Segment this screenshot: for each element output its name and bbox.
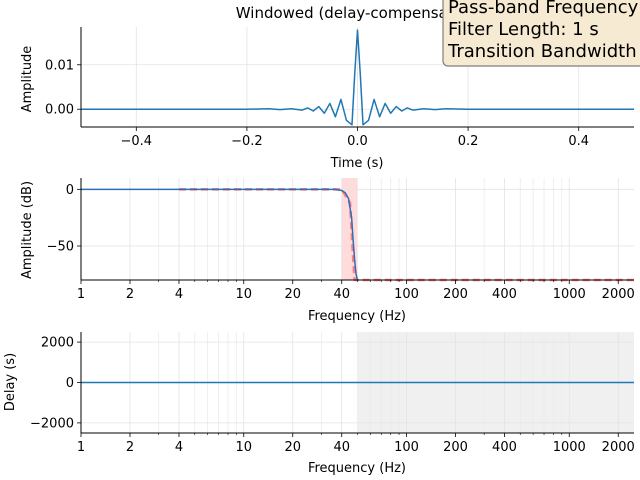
annotation-box: Pass-band Frequency Filter Length: 1 s T… (442, 0, 640, 67)
x-tick-label: 2 (126, 440, 134, 455)
series-line-actual (81, 188, 359, 281)
y-tick-label: 0.01 (45, 58, 74, 73)
x-tick-label: 0.2 (458, 134, 479, 149)
x-tick-label: 4 (175, 287, 183, 302)
x-tick-label: −0.2 (231, 134, 263, 149)
x-tick-label: 20 (284, 287, 301, 302)
annotation-line-2: Filter Length: 1 s (448, 19, 599, 40)
x-tick-label: 10 (235, 287, 252, 302)
x-tick-label: 4 (175, 440, 183, 455)
x-tick-label: 100 (394, 440, 419, 455)
delay-x-ticks: 1 2 4 10 20 40 100 200 400 1000 2000 (77, 433, 635, 455)
time-y-label: Amplitude (20, 46, 35, 113)
x-tick-label: 10 (235, 440, 252, 455)
x-tick-label: 2000 (602, 440, 635, 455)
y-tick-label: 2000 (41, 336, 74, 351)
time-series (81, 29, 634, 126)
time-y-ticks: 0.00 0.01 (45, 58, 81, 118)
time-x-ticks: −0.4 −0.2 0.0 0.2 0.4 (121, 127, 589, 149)
time-domain-panel: −0.4 −0.2 0.0 0.2 0.4 0.00 0.01 Windowed (del… (20, 4, 634, 171)
x-tick-label: 0.0 (347, 134, 368, 149)
x-tick-label: 20 (284, 440, 301, 455)
magnitude-y-label: Amplitude (dB) (20, 181, 35, 279)
time-title: Windowed (delay-compensated) (236, 4, 478, 22)
x-tick-label: 1000 (553, 440, 586, 455)
time-x-label: Time (s) (330, 156, 384, 171)
annotation-background (442, 0, 640, 67)
y-tick-label: 0.00 (45, 103, 74, 118)
x-tick-label: 200 (443, 440, 468, 455)
delay-x-label: Frequency (Hz) (308, 461, 406, 476)
x-tick-label: −0.4 (121, 134, 153, 149)
x-tick-label: 1000 (553, 287, 586, 302)
x-tick-label: 400 (492, 287, 517, 302)
x-tick-label: 100 (394, 287, 419, 302)
y-tick-label: 0 (66, 376, 74, 391)
x-tick-label: 0.4 (568, 134, 589, 149)
x-tick-label: 400 (492, 440, 517, 455)
series-line-impulse-response (81, 29, 634, 126)
annotation-line-1: Pass-band Frequency (448, 0, 639, 18)
x-tick-label: 1 (77, 287, 85, 302)
delay-y-label: Delay (s) (3, 353, 18, 411)
magnitude-x-ticks: 1 2 4 10 20 40 100 200 400 1000 2000 (77, 280, 635, 302)
x-tick-label: 2000 (602, 287, 635, 302)
x-tick-label: 40 (333, 440, 350, 455)
x-tick-label: 200 (443, 287, 468, 302)
x-tick-label: 1 (77, 440, 85, 455)
annotation-line-3: Transition Bandwidth (447, 41, 637, 62)
y-tick-label: −2000 (30, 416, 74, 431)
magnitude-x-label: Frequency (Hz) (308, 309, 406, 324)
y-tick-label: −50 (47, 240, 74, 255)
magnitude-panel: 1 2 4 10 20 40 100 200 400 1000 2000 0 −50 Frequenc… (20, 178, 635, 324)
x-tick-label: 2 (126, 287, 134, 302)
y-tick-label: 0 (66, 183, 74, 198)
magnitude-y-ticks: 0 −50 (47, 183, 81, 255)
delay-panel: 1 2 4 10 20 40 100 200 400 1000 2000 2000 0 −2000 Fr… (3, 332, 635, 476)
delay-y-ticks: 2000 0 −2000 (30, 336, 81, 431)
magnitude-grid (80, 178, 634, 280)
x-tick-label: 40 (333, 287, 350, 302)
